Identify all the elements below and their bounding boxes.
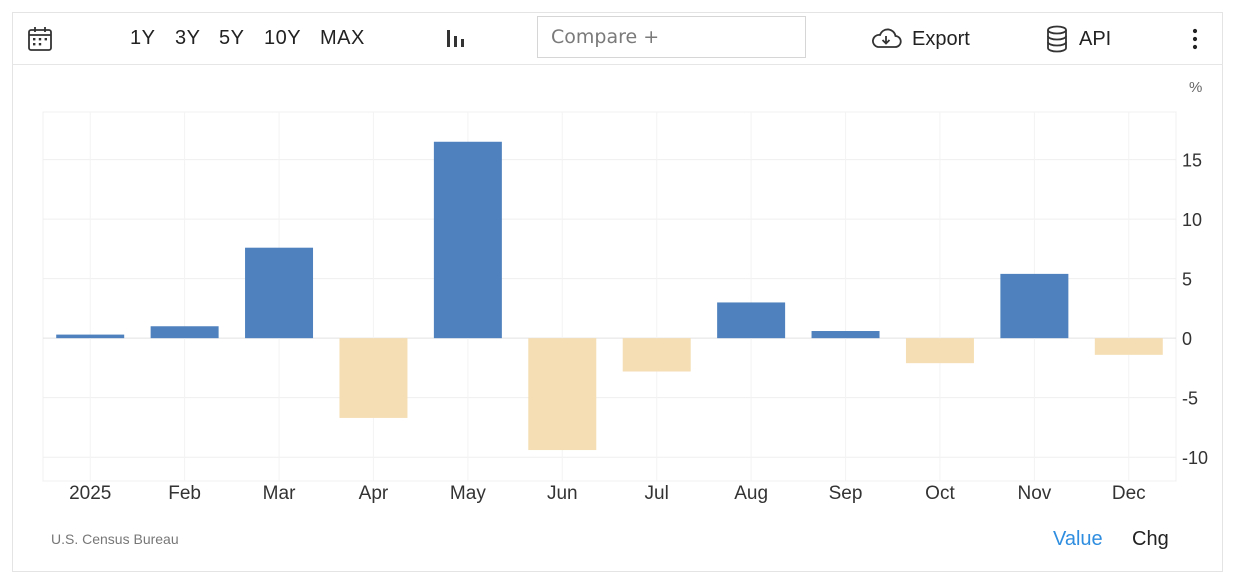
x-tick-label: Dec	[1112, 483, 1146, 504]
export-button[interactable]: Export	[870, 25, 970, 53]
x-tick-label: 2025	[69, 483, 111, 504]
bar	[56, 334, 125, 339]
calendar-icon[interactable]	[27, 26, 53, 52]
compare-input[interactable]	[537, 16, 806, 58]
x-tick-label: Feb	[168, 483, 201, 504]
export-label: Export	[912, 27, 970, 50]
range-max-button[interactable]: MAX	[320, 27, 365, 49]
y-tick-label: 15	[1182, 151, 1202, 171]
bar	[905, 338, 974, 364]
bar	[528, 338, 597, 451]
x-tick-label: Sep	[829, 483, 863, 504]
x-tick-label: May	[450, 483, 486, 504]
y-tick-label: -5	[1182, 389, 1198, 409]
bar	[245, 247, 314, 339]
database-icon	[1047, 25, 1067, 53]
bar	[1094, 338, 1163, 355]
y-tick-label: 0	[1182, 329, 1192, 349]
y-axis-unit: %	[1189, 79, 1203, 96]
plot-area	[42, 111, 1177, 482]
bar	[811, 331, 880, 339]
x-tick-label: Oct	[925, 483, 955, 504]
bar	[433, 141, 502, 339]
x-tick-label: Nov	[1017, 483, 1051, 504]
more-vertical-icon[interactable]	[1188, 28, 1202, 50]
view-value-toggle[interactable]: Value	[1053, 528, 1103, 550]
data-source: U.S. Census Bureau	[51, 531, 179, 547]
bar	[339, 338, 408, 418]
api-button[interactable]: API	[1045, 24, 1111, 54]
range-1y-button[interactable]: 1Y	[130, 27, 156, 49]
view-chg-toggle[interactable]: Chg	[1132, 528, 1169, 550]
range-3y-button[interactable]: 3Y	[175, 27, 201, 49]
y-tick-label: 10	[1182, 210, 1202, 230]
cloud-download-icon	[872, 28, 902, 48]
y-tick-label: 5	[1182, 270, 1192, 290]
bar-chart: -10 -5 0 5 10 15 2025 Feb Mar Apr May Jun Jul Aug Sep O…	[42, 111, 1208, 504]
x-tick-label: Aug	[734, 483, 768, 504]
x-tick-label: Jun	[547, 483, 578, 504]
chart-toolbar: 1Y 3Y 5Y 10Y MAX Export API	[12, 12, 1223, 65]
bar	[622, 338, 691, 372]
bar	[1000, 273, 1069, 339]
x-tick-label: Jul	[645, 483, 669, 504]
x-tick-label: Mar	[263, 483, 296, 504]
bar-chart-icon[interactable]	[444, 26, 468, 50]
bar	[717, 302, 786, 339]
y-tick-label: -10	[1182, 448, 1208, 468]
x-tick-label: Apr	[359, 483, 389, 504]
api-label: API	[1079, 27, 1112, 50]
range-10y-button[interactable]: 10Y	[264, 27, 302, 49]
range-5y-button[interactable]: 5Y	[219, 27, 245, 49]
bar	[150, 326, 219, 339]
